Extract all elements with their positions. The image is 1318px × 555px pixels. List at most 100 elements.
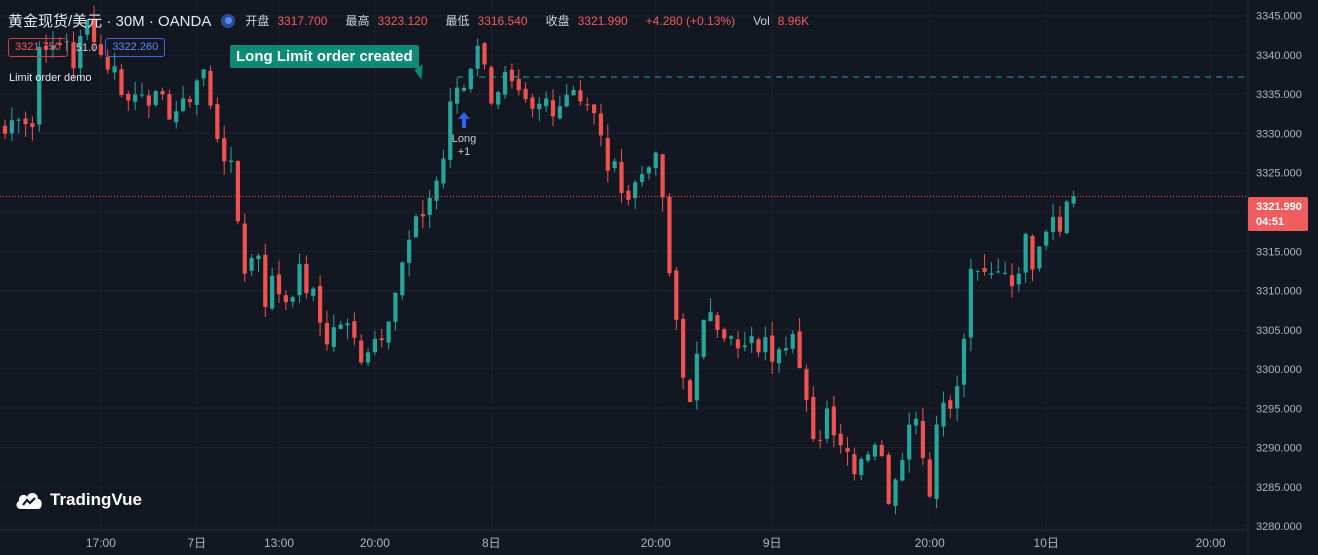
candle-body <box>153 91 158 106</box>
candle-body <box>1016 273 1021 285</box>
strategy-label[interactable]: Limit order demo <box>9 72 92 84</box>
candle-body <box>633 182 638 198</box>
candle-body <box>1050 216 1056 233</box>
candle-body <box>167 94 172 120</box>
candle-body <box>811 396 816 439</box>
candle-body <box>1009 275 1015 287</box>
candle-body <box>276 274 282 295</box>
candle-body <box>893 479 898 506</box>
candle-body <box>866 454 871 461</box>
candle-body <box>496 92 501 105</box>
candle-body <box>222 138 227 162</box>
candle-body <box>550 100 556 117</box>
candle-body <box>1030 235 1035 270</box>
candle-body <box>119 69 124 95</box>
candle-body <box>612 161 617 169</box>
candle-body <box>242 223 247 274</box>
candle-body <box>735 339 741 349</box>
candle-body <box>961 338 967 385</box>
candle-body <box>790 333 795 349</box>
candle-body <box>598 113 604 136</box>
candle-body <box>379 338 384 341</box>
candle-body <box>112 66 117 73</box>
candle-body <box>708 312 713 322</box>
candle-body <box>646 167 651 174</box>
x-tick-label: 20:00 <box>915 536 945 550</box>
candle-body <box>934 424 939 499</box>
candle-body <box>1037 246 1042 269</box>
vol-value: 8.96K <box>777 13 810 28</box>
candle-body <box>64 41 69 43</box>
x-tick-label: 7日 <box>187 536 206 550</box>
change-value: +4.280 (+0.13%) <box>645 13 736 28</box>
candle-body <box>249 257 254 271</box>
candle-body <box>859 459 864 475</box>
candle-body <box>701 319 706 357</box>
candle-body <box>78 36 83 69</box>
candle-body <box>338 324 343 329</box>
candle-body <box>955 386 960 409</box>
candle-body <box>30 123 35 128</box>
candle-body <box>941 402 946 427</box>
y-tick-label: 3330.000 <box>1256 128 1302 140</box>
candle-body <box>270 275 275 309</box>
candle-body <box>667 196 672 274</box>
candle-body <box>441 158 446 184</box>
candle-body <box>461 87 467 91</box>
candle-body <box>263 254 268 308</box>
candle-body <box>181 98 186 111</box>
candle-body <box>146 95 151 106</box>
candle-body <box>9 120 14 134</box>
candle-body <box>126 93 131 101</box>
x-tick-label: 8日 <box>482 536 501 550</box>
candle-body <box>838 433 843 446</box>
candle-body <box>783 348 788 351</box>
candle-body <box>578 90 583 102</box>
y-tick-label: 3315.000 <box>1256 246 1302 258</box>
candle-body <box>502 71 508 95</box>
candle-body <box>749 336 754 343</box>
buy-price-button[interactable]: 3322.260 <box>105 38 166 57</box>
candle-body <box>530 97 535 109</box>
candle-body <box>16 119 21 121</box>
candle-body <box>372 338 377 353</box>
candle-body <box>482 43 487 65</box>
y-tick-label: 3340.000 <box>1256 50 1302 62</box>
candle-body <box>23 118 28 125</box>
candle-body <box>920 420 925 458</box>
candle-body <box>91 19 97 43</box>
candle-body <box>468 68 473 89</box>
candle-body <box>50 45 56 50</box>
candle-body <box>235 161 240 222</box>
candle-body <box>44 45 49 50</box>
candle-body <box>852 454 857 475</box>
x-tick-label: 17:00 <box>86 536 116 550</box>
candle-body <box>455 87 460 104</box>
candle-body <box>776 349 782 364</box>
candle-body <box>523 88 528 100</box>
candle-body <box>311 288 316 296</box>
candle-body <box>804 369 809 400</box>
long-marker-qty: +1 <box>457 146 471 158</box>
symbol-title[interactable]: 黄金现货/美元 · 30M · OANDA <box>8 13 212 30</box>
open-label: 开盘 <box>245 14 270 28</box>
candle-body <box>2 125 8 134</box>
candle-body <box>927 459 932 497</box>
low-value: 3316.540 <box>477 13 528 28</box>
candle-body <box>818 439 823 441</box>
candle-body <box>386 321 391 343</box>
candle-body <box>256 255 261 260</box>
brand-logo: TradingVue <box>14 489 142 511</box>
candle-body <box>968 268 973 338</box>
candle-body <box>57 43 62 45</box>
candle-body <box>1057 216 1062 232</box>
candle-body <box>489 67 494 104</box>
y-tick-label: 3285.000 <box>1256 482 1302 494</box>
candle-body <box>105 56 110 70</box>
candle-body <box>770 335 775 362</box>
spread-value: 51.0 <box>75 41 98 54</box>
sell-price-button[interactable]: 3321.750 <box>8 38 68 57</box>
candle-body <box>509 69 514 82</box>
candle-body <box>1023 233 1028 273</box>
